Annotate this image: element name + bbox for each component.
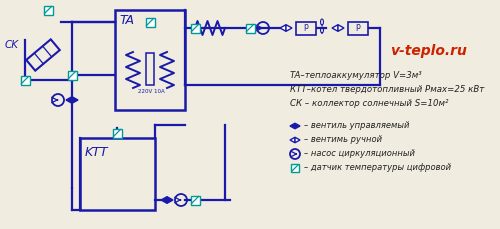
Bar (246, 24, 254, 33)
Polygon shape (72, 97, 78, 103)
Bar (112, 128, 122, 137)
Text: v-teplo.ru: v-teplo.ru (390, 44, 467, 58)
Text: – вентимь ручной: – вентимь ручной (304, 135, 382, 144)
Text: 220V 10A: 220V 10A (138, 89, 165, 94)
Bar (190, 24, 200, 33)
Bar (68, 71, 76, 79)
Text: TA: TA (119, 14, 134, 27)
Polygon shape (295, 123, 300, 129)
Polygon shape (286, 25, 292, 31)
Text: р: р (303, 22, 308, 31)
Text: KTT: KTT (85, 146, 108, 159)
Bar (190, 196, 200, 204)
Bar (348, 22, 368, 35)
Polygon shape (295, 137, 300, 143)
Text: р: р (355, 22, 360, 31)
Bar (44, 5, 52, 14)
Polygon shape (66, 97, 72, 103)
Polygon shape (280, 25, 286, 31)
Polygon shape (161, 197, 167, 203)
Bar (80, 138, 155, 210)
Bar (146, 17, 154, 27)
Polygon shape (338, 25, 344, 31)
Text: КТТ–котел твердотопливный Pмах=25 кВт: КТТ–котел твердотопливный Pмах=25 кВт (290, 85, 484, 94)
Polygon shape (290, 123, 295, 129)
Text: – насос циркуляционный: – насос циркуляционный (304, 149, 415, 158)
Text: СК – коллектор солнечный S=10м²: СК – коллектор солнечный S=10м² (290, 99, 448, 108)
Bar (115, 10, 185, 110)
Polygon shape (332, 25, 338, 31)
Text: – вентиль управляемый: – вентиль управляемый (304, 121, 410, 130)
Text: CK: CK (5, 40, 19, 50)
Text: TA–теплоаккумулятор V=3м³: TA–теплоаккумулятор V=3м³ (290, 71, 422, 80)
Bar (20, 76, 30, 85)
Polygon shape (290, 137, 295, 143)
Bar (296, 22, 316, 35)
Text: – датчик температуры цифровой: – датчик температуры цифровой (304, 163, 451, 172)
Bar (146, 53, 154, 85)
Bar (291, 164, 299, 172)
Polygon shape (167, 197, 173, 203)
